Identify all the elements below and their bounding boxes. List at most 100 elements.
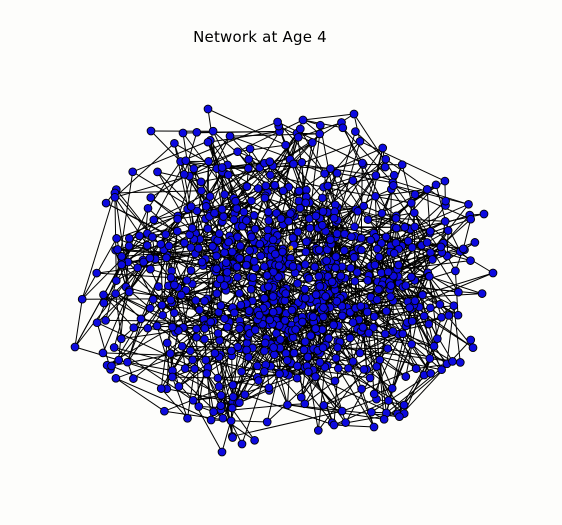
- network-node: [235, 398, 244, 408]
- network-node: [263, 207, 273, 217]
- network-node: [156, 384, 166, 393]
- network-node: [212, 251, 221, 261]
- network-node: [300, 337, 310, 347]
- network-node: [247, 232, 256, 242]
- network-node: [406, 198, 416, 208]
- network-node: [372, 244, 382, 254]
- network-edge: [368, 333, 375, 394]
- network-edge: [213, 404, 288, 413]
- network-node: [220, 248, 229, 257]
- network-node: [346, 263, 356, 273]
- network-edge: [342, 127, 394, 183]
- network-node: [197, 257, 207, 267]
- network-node: [181, 156, 191, 166]
- network-node: [436, 242, 446, 252]
- network-edge: [379, 359, 407, 378]
- network-node: [206, 415, 216, 425]
- network-node: [262, 417, 272, 427]
- network-edge: [286, 266, 316, 289]
- network-node: [311, 372, 320, 382]
- network-node: [293, 279, 302, 288]
- network-node: [143, 323, 153, 333]
- network-node: [152, 321, 162, 331]
- network-edge: [330, 162, 363, 170]
- network-node: [306, 331, 316, 341]
- network-node: [202, 369, 212, 378]
- network-edge: [128, 219, 155, 239]
- network-edge: [352, 331, 362, 362]
- network-node: [399, 400, 409, 410]
- network-node: [210, 348, 220, 358]
- network-node: [219, 281, 229, 290]
- network-node: [260, 193, 270, 203]
- network-node: [294, 186, 304, 196]
- network-edge: [105, 202, 167, 235]
- network-node: [275, 369, 284, 379]
- network-node: [235, 253, 245, 263]
- network-edge: [160, 342, 168, 389]
- network-node: [250, 435, 259, 445]
- network-node: [145, 303, 155, 313]
- network-node: [356, 301, 366, 311]
- network-node: [314, 245, 324, 255]
- network-node: [303, 367, 313, 377]
- network-node: [146, 264, 155, 274]
- network-edge: [74, 262, 123, 348]
- network-edge: [127, 318, 142, 363]
- network-node: [158, 310, 168, 320]
- network-node: [293, 361, 302, 371]
- network-node: [228, 392, 238, 402]
- network-node: [488, 268, 498, 278]
- network-node: [92, 268, 102, 278]
- network-edge: [333, 424, 375, 428]
- network-node: [324, 333, 334, 343]
- network-edge: [304, 380, 336, 405]
- network-node: [451, 266, 460, 276]
- network-edge: [114, 347, 195, 370]
- network-edge: [189, 151, 238, 177]
- network-node: [99, 290, 108, 300]
- network-node: [135, 231, 144, 241]
- network-node: [331, 353, 341, 363]
- network-node: [242, 182, 252, 191]
- network-node: [220, 190, 229, 199]
- network-node: [281, 140, 290, 150]
- network-node: [337, 406, 347, 416]
- network-node: [250, 325, 260, 335]
- network-node: [318, 343, 328, 353]
- network-edge: [208, 135, 231, 162]
- network-node: [180, 364, 190, 373]
- network-node: [398, 329, 408, 339]
- network-node: [329, 420, 339, 430]
- network-edge: [277, 121, 363, 164]
- network-edge: [116, 215, 178, 239]
- network-node: [272, 329, 281, 338]
- chart-title: Network at Age 4: [193, 28, 327, 46]
- network-edge: [395, 217, 446, 222]
- network-node: [318, 193, 327, 203]
- network-node: [204, 157, 213, 166]
- network-node: [405, 303, 414, 313]
- network-node: [380, 162, 390, 172]
- network-node: [235, 288, 244, 298]
- network-edge: [462, 219, 472, 249]
- network-node: [235, 241, 245, 251]
- network-node: [333, 343, 342, 352]
- network-edge: [209, 167, 249, 197]
- network-node: [161, 230, 171, 239]
- network-edge: [323, 368, 417, 406]
- network-edge: [113, 347, 194, 401]
- network-edge: [237, 144, 286, 153]
- network-node: [378, 143, 388, 153]
- network-node: [281, 289, 291, 298]
- network-node: [205, 192, 215, 201]
- network-node: [245, 246, 254, 255]
- network-node: [203, 137, 213, 147]
- network-edge: [232, 261, 255, 308]
- network-node: [381, 232, 391, 242]
- network-node: [124, 287, 134, 297]
- network-node: [301, 247, 311, 257]
- network-edge: [114, 197, 175, 286]
- network-node: [213, 328, 223, 338]
